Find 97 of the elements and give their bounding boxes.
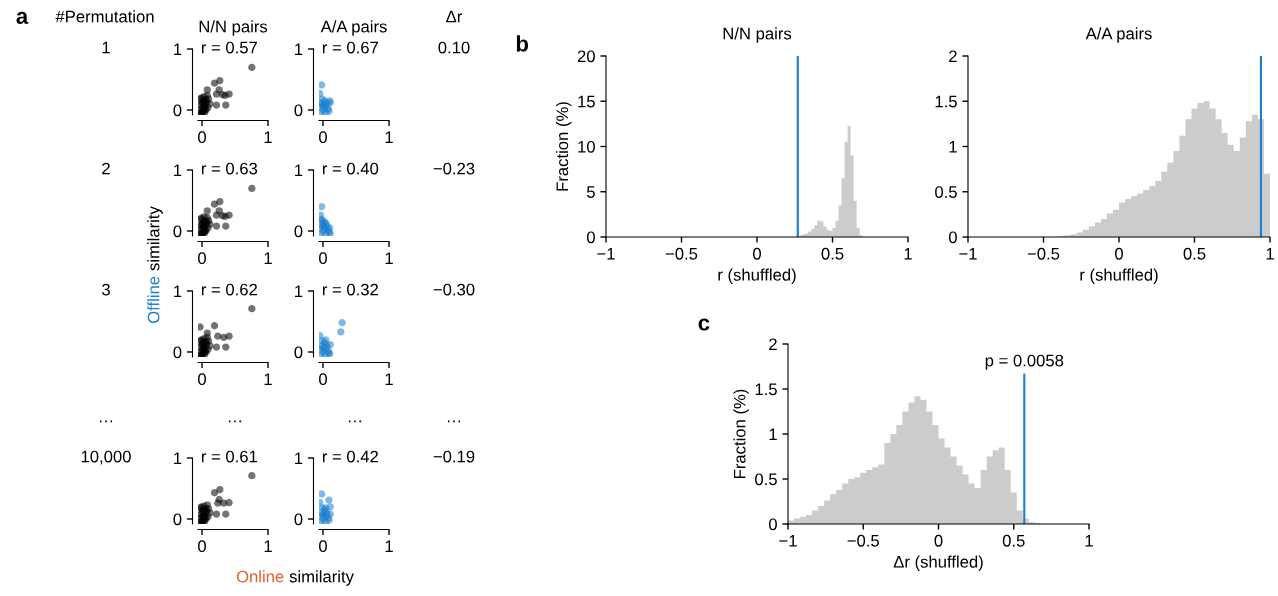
x-axis-title: Δr (shuffled) [893,555,983,572]
x-tick-label: 0 [198,540,206,553]
text: 10,000 [81,450,131,465]
y-tick-label: 0 [294,104,303,117]
text: … [99,420,113,423]
x-tick-label: −1 [959,248,977,260]
text: … [348,420,362,423]
y-tick-label: 20 [577,50,595,63]
y-tick-label: 1 [769,428,777,441]
y-tick-label: 0 [948,231,957,244]
annotation: r = 0.57 [201,41,257,54]
annotation: r = 0.32 [322,283,378,296]
x-tick-label: 0 [198,252,206,265]
y-tick-label: 1 [174,43,182,56]
x-tick-label: 0 [319,540,327,553]
annotation: r = 0.62 [201,283,257,296]
x-tick-label: 1 [264,252,272,264]
y-tick-label: 1.5 [935,95,957,108]
text: … [447,420,461,423]
x-tick-label: 0 [198,131,206,144]
y-tick-label: 0 [173,346,182,359]
text: … [228,420,242,423]
y-tick-label: 1 [949,141,957,153]
y-tick-label: 0 [294,513,303,526]
x-tick-label: 1 [385,131,393,143]
chart-title: N/N pairs [199,20,268,36]
text: −0.23 [433,162,475,175]
x-tick-label: 1 [264,540,272,552]
text: 3 [102,283,110,296]
x-tick-label: 0.5 [1002,534,1025,547]
x-tick-label: −0.5 [1027,247,1060,260]
y-tick-label: 1 [295,164,303,177]
chart-title: N/N pairs [723,27,792,43]
text: #Permutation [55,10,154,23]
y-tick-label: 0 [294,225,303,238]
text: Offline similarity [147,206,163,324]
text: −0.30 [433,283,475,296]
y-tick-label: 1 [295,43,303,56]
y-tick-label: 0.5 [755,473,777,486]
x-tick-label: 0 [198,373,206,386]
y-tick-label: 1 [174,164,182,177]
x-axis-title: r (shuffled) [718,268,796,285]
annotation: r = 0.61 [201,450,258,463]
x-tick-label: 1 [1085,535,1093,547]
text: Δr [446,10,463,23]
text: 1 [102,41,110,54]
x-tick-label: −1 [597,248,615,260]
y-tick-label: 1 [174,285,182,298]
x-tick-label: 0 [319,252,327,265]
y-tick-label: 0 [768,518,777,531]
y-tick-label: 0 [173,225,182,238]
text: c [698,318,710,331]
x-tick-label: 1 [1266,248,1274,260]
y-tick-label: 0 [586,231,595,244]
annotation: r = 0.63 [201,162,258,175]
x-axis-title: r (shuffled) [1080,268,1158,285]
x-tick-label: 0.5 [821,247,844,260]
y-tick-label: 0 [173,104,182,117]
y-tick-label: 5 [586,186,595,198]
x-tick-label: 1 [385,373,393,385]
y-tick-label: 1 [295,285,303,298]
annotation: p = 0.0058 [985,354,1064,370]
text: 2 [102,162,110,175]
text: −0.19 [433,450,475,463]
annotation: r = 0.40 [322,162,379,175]
annotation: r = 0.67 [322,41,378,54]
text: b [516,35,529,52]
y-tick-label: 0 [294,346,303,359]
x-tick-label: 1 [385,252,393,264]
y-tick-label: 1 [295,452,303,465]
y-tick-label: 2 [769,338,777,351]
y-tick-label: 0.5 [935,186,957,198]
y-tick-label: 15 [578,95,595,108]
y-axis-title: Fraction (%) [555,102,572,191]
text: Online similarity [236,570,354,586]
x-tick-label: 1 [385,540,393,552]
chart-title: A/A pairs [1085,27,1152,43]
y-tick-label: 2 [949,50,957,63]
x-tick-label: −0.5 [847,534,879,547]
text: 0.10 [438,41,470,54]
x-tick-label: 0.5 [1183,247,1206,260]
y-tick-label: 1.5 [755,383,777,396]
chart-title: A/A pairs [320,20,387,36]
y-tick-label: 1 [174,452,182,465]
x-tick-label: −1 [779,535,797,547]
x-tick-label: 0 [319,131,327,144]
x-tick-label: −0.5 [665,247,698,260]
x-tick-label: 0 [319,373,327,386]
annotation: r = 0.42 [322,450,378,463]
text: a [16,11,29,24]
y-axis-title: Fraction (%) [733,389,749,479]
y-tick-label: 10 [578,140,595,153]
x-tick-label: 0 [1115,247,1123,260]
y-tick-label: 0 [173,513,182,526]
x-tick-label: 1 [904,248,912,260]
x-tick-label: 1 [264,131,272,143]
x-tick-label: 1 [264,373,272,385]
